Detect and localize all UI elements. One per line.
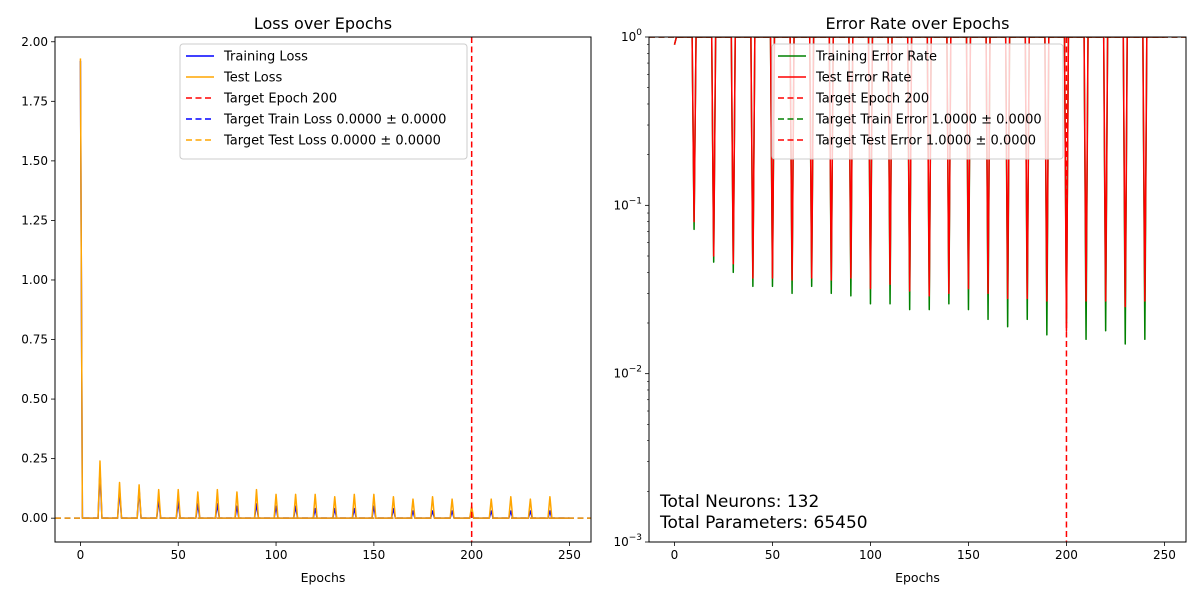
y-tick-label-base: 10 (613, 198, 628, 212)
y-tick-label-exponent: −2 (629, 365, 642, 375)
error-chart-title: Error Rate over Epochs (826, 14, 1010, 33)
y-tick-label: 0.00 (21, 511, 48, 525)
y-tick-label-exponent: −1 (629, 196, 642, 206)
x-tick-label: 0 (671, 548, 679, 562)
error-chart-legend: Training Error Rate Test Error Rate Target… (771, 43, 1064, 160)
y-tick-label: 0.25 (21, 452, 48, 466)
x-tick-label: 250 (558, 548, 581, 562)
error-chart-frame (648, 36, 1187, 543)
legend-label: Training Loss (223, 50, 308, 65)
y-tick-label: 10−3 (613, 533, 642, 549)
test-error-rate-line (673, 37, 1165, 332)
x-tick-label: 150 (957, 548, 980, 562)
total-neurons-annotation: Total Neurons: 132 (659, 492, 819, 512)
y-tick-label: 10−1 (613, 196, 642, 212)
x-tick-label: 100 (859, 548, 882, 562)
y-tick-label-base: 10 (621, 30, 636, 44)
test-loss-line (79, 58, 570, 519)
y-tick-label: 1.25 (21, 213, 48, 227)
x-tick-label: 100 (265, 548, 288, 562)
total-parameters-annotation: Total Parameters: 65450 (659, 513, 868, 533)
legend-label: Target Test Error 1.0000 ± 0.0000 (815, 134, 1036, 149)
x-tick-label: 50 (765, 548, 780, 562)
loss-chart-xlabel: Epochs (301, 570, 346, 585)
legend-box (179, 43, 468, 160)
y-tick-label-exponent: −3 (629, 533, 642, 543)
legend-label: Target Train Loss 0.0000 ± 0.0000 (223, 113, 446, 128)
y-tick-label: 100 (621, 28, 642, 44)
legend-box (771, 43, 1064, 160)
loss-chart-ticks: 0 50 100 150 200 250 0.00 0.25 0.50 0.75 1.00 1.25 1… (21, 35, 581, 562)
legend-label: Target Epoch 200 (815, 92, 929, 107)
y-tick-label: 1.00 (21, 273, 48, 287)
y-tick-label: 2.00 (21, 35, 48, 49)
x-tick-label: 0 (77, 548, 85, 562)
y-tick-label-base: 10 (613, 535, 628, 549)
x-tick-label: 250 (1153, 548, 1176, 562)
loss-chart-title: Loss over Epochs (254, 14, 392, 33)
y-tick-label-base: 10 (613, 367, 628, 381)
legend-label: Target Test Loss 0.0000 ± 0.0000 (223, 134, 441, 149)
legend-label: Target Train Error 1.0000 ± 0.0000 (815, 113, 1042, 128)
y-tick-label: 0.50 (21, 392, 48, 406)
y-tick-label-exponent: 0 (636, 28, 642, 38)
loss-chart: Loss over Epochs 0 50 100 150 200 250 0.00 0.25… (21, 14, 592, 585)
y-tick-label: 10−2 (613, 365, 642, 381)
x-tick-label: 150 (362, 548, 385, 562)
y-tick-label: 1.75 (21, 94, 48, 108)
loss-chart-plot-area (55, 37, 591, 542)
error-chart-plot-area (649, 37, 1186, 542)
x-tick-label: 200 (460, 548, 483, 562)
x-tick-label: 200 (1055, 548, 1078, 562)
loss-chart-frame (54, 36, 592, 543)
error-chart: Error Rate over Epochs 0 50 100 150 200 25010… (613, 14, 1187, 585)
loss-chart-legend: Training Loss Test Loss Target Epoch 200 Ta… (179, 43, 468, 160)
error-chart-xlabel: Epochs (895, 570, 940, 585)
x-tick-label: 50 (171, 548, 186, 562)
legend-label: Training Error Rate (815, 50, 937, 65)
legend-label: Target Epoch 200 (223, 92, 337, 107)
y-tick-label: 0.75 (21, 333, 48, 347)
legend-label: Test Error Rate (815, 71, 911, 86)
y-tick-label: 1.50 (21, 154, 48, 168)
legend-label: Test Loss (223, 71, 282, 86)
